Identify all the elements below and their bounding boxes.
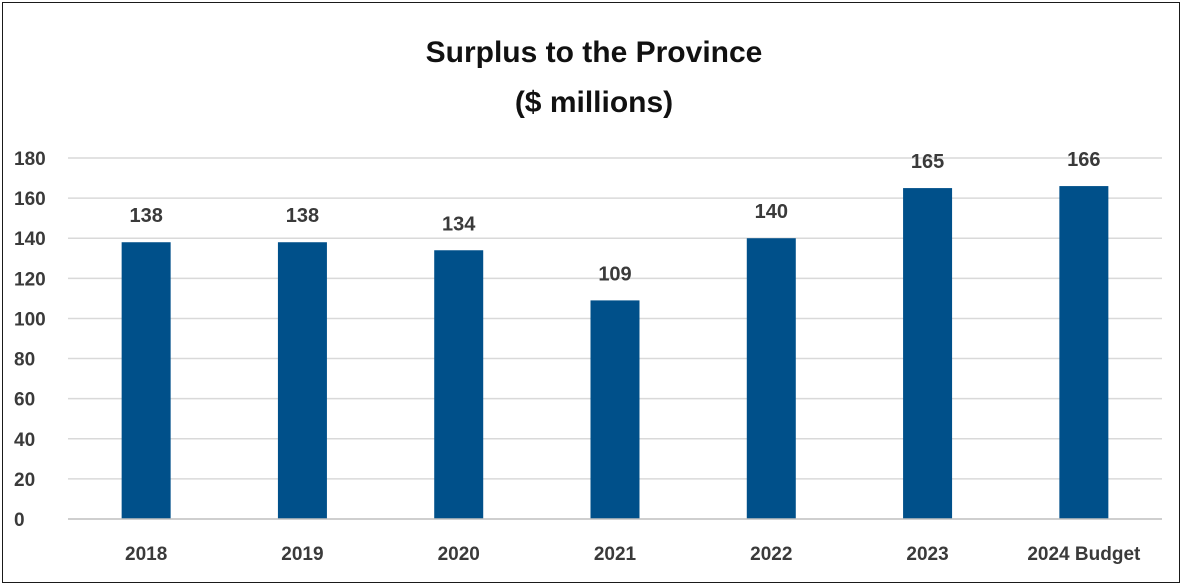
x-tick-label: 2023 [906, 544, 948, 565]
bar [1059, 186, 1109, 520]
chart-subtitle: ($ millions) [515, 86, 673, 119]
y-tick-label: 120 [14, 269, 46, 290]
data-label: 166 [1067, 149, 1100, 171]
data-label: 138 [286, 205, 319, 227]
y-tick-label: 180 [14, 149, 46, 170]
x-axis-ticks: 2018 2019 2020 2021 2022 2023 2024 Budget [125, 544, 1141, 565]
bar [903, 188, 953, 520]
x-tick-label: 2019 [281, 544, 323, 565]
x-tick-label: 2021 [594, 544, 637, 565]
x-tick-label: 2022 [750, 544, 792, 565]
y-axis-ticks: 0 20 40 60 80 100 120 140 160 180 [14, 149, 46, 531]
y-tick-label: 0 [14, 510, 25, 531]
bar [590, 300, 640, 519]
bar [121, 242, 171, 519]
x-tick-label: 2020 [438, 544, 480, 565]
data-label: 140 [755, 201, 788, 223]
data-label: 109 [598, 263, 631, 285]
bar [434, 250, 484, 519]
x-tick-label: 2024 Budget [1027, 544, 1141, 565]
bars [121, 186, 1109, 520]
data-label: 138 [129, 205, 162, 227]
data-label: 134 [442, 213, 476, 235]
y-tick-label: 80 [14, 350, 35, 371]
gridlines [68, 157, 1162, 480]
y-tick-label: 100 [14, 309, 46, 330]
x-tick-label: 2018 [125, 544, 167, 565]
data-label: 165 [911, 151, 944, 173]
y-tick-label: 160 [14, 189, 46, 210]
y-tick-label: 40 [14, 430, 35, 451]
y-tick-label: 140 [14, 229, 46, 250]
bar [746, 238, 796, 519]
data-labels: 138 138 134 109 140 165 166 [129, 149, 1100, 285]
bar [277, 242, 327, 519]
y-tick-label: 60 [14, 390, 35, 411]
y-tick-label: 20 [14, 470, 35, 491]
chart-title: Surplus to the Province [426, 36, 763, 69]
